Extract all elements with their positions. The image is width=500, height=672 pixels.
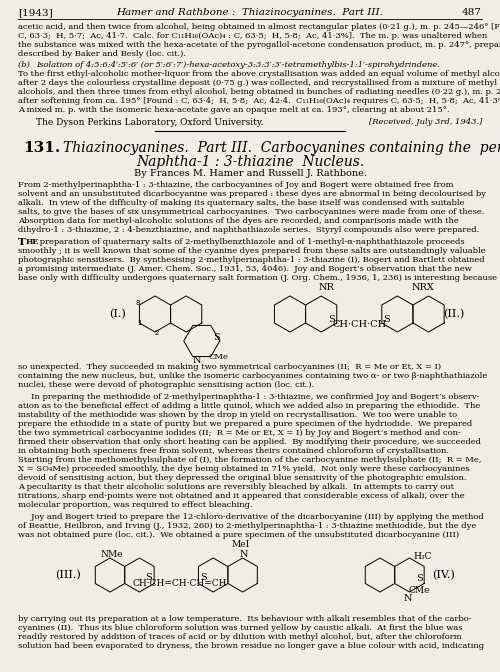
Text: N: N (192, 356, 200, 366)
Text: (I.): (I.) (110, 309, 126, 319)
Text: base only with difficulty undergoes quaternary salt formation (J. Org. Chem., 19: base only with difficulty undergoes quat… (18, 274, 497, 282)
Text: NR: NR (318, 282, 334, 292)
Text: In preparing the methiodide of 2-methylperinaphtha-1 : 3-thiazine, we confirmed : In preparing the methiodide of 2-methylp… (18, 393, 479, 401)
Text: 1: 1 (138, 320, 142, 326)
Text: ation as to the beneficial effect of adding a little quinol, which we added also: ation as to the beneficial effect of add… (18, 402, 480, 410)
Text: photographic sensitisers.  By synthesising 2-methylperinaphtha-1 : 3-thiazine (I: photographic sensitisers. By synthesisin… (18, 256, 484, 264)
Text: CMe: CMe (409, 586, 430, 595)
Text: Starting from the methomethylsulphate of (I), the formation of the carbocyanine : Starting from the methomethylsulphate of… (18, 456, 481, 464)
Text: prepare the ethiodide in a state of purity but we prepared a pure specimen of th: prepare the ethiodide in a state of puri… (18, 420, 472, 428)
Text: preparation of quaternary salts of 2-methylbenzthiazole and of 1-methyl-α-naphth: preparation of quaternary salts of 2-met… (37, 238, 465, 246)
Text: To the first ethyl-alcoholic mother-liquor from the above crystallisation was ad: To the first ethyl-alcoholic mother-liqu… (18, 70, 500, 78)
Text: (III.): (III.) (55, 570, 81, 580)
Text: A peculiarity is that their alcoholic solutions are reversibly bleached by alkal: A peculiarity is that their alcoholic so… (18, 483, 454, 491)
Text: MeI: MeI (232, 540, 250, 549)
Text: T: T (18, 238, 26, 247)
Text: [1943]: [1943] (18, 8, 53, 17)
Text: From 2-methylperinaphtha-1 : 3-thiazine, the carbocyanines of Joy and Bogert wer: From 2-methylperinaphtha-1 : 3-thiazine,… (18, 181, 454, 189)
Text: S: S (328, 315, 336, 324)
Text: The Dyson Perkins Laboratory, Oxford University.: The Dyson Perkins Laboratory, Oxford Uni… (36, 118, 264, 127)
Text: CH·CH=CH·CH=CH: CH·CH=CH·CH=CH (133, 579, 228, 588)
Text: Thiazinocyanines.  Part III.  Carbocyanines containing the  peri-: Thiazinocyanines. Part III. Carbocyanine… (63, 141, 500, 155)
Text: CMe: CMe (208, 353, 228, 362)
Text: S: S (200, 573, 207, 582)
Text: the two symmetrical carbocyanine iodides (II;  R = Me or Et, X = I) by Joy and B: the two symmetrical carbocyanine iodides… (18, 429, 461, 437)
Text: [Received, July 3rd, 1943.]: [Received, July 3rd, 1943.] (368, 118, 482, 126)
Text: the substance was mixed with the hexa-acetate of the pyrogallol-acetone condensa: the substance was mixed with the hexa-ac… (18, 41, 500, 49)
Text: after 2 days the colourless crystalline deposit (0·75 g.) was collected, and rec: after 2 days the colourless crystalline … (18, 79, 500, 87)
Text: 8: 8 (136, 300, 140, 306)
Text: nuclei, these were devoid of photographic sensitising action (loc. cit.).: nuclei, these were devoid of photographi… (18, 381, 314, 389)
Text: readily restored by addition of traces of acid or by dilution with methyl alcoho: readily restored by addition of traces o… (18, 633, 462, 641)
Text: Joy and Bogert tried to prepare the 12-chloro-derivative of the dicarbocyanine (: Joy and Bogert tried to prepare the 12-c… (18, 513, 484, 521)
Text: HE: HE (26, 238, 39, 246)
Text: By Frances M. Hamer and Russell J. Rathbone.: By Frances M. Hamer and Russell J. Rathb… (134, 169, 366, 178)
Text: 2: 2 (154, 330, 159, 336)
Text: S: S (146, 573, 152, 582)
Text: N: N (404, 594, 412, 603)
Text: H₃C: H₃C (414, 552, 432, 561)
Text: smoothly ; it is well known that some of the cyanine dyes prepared from these sa: smoothly ; it is well known that some of… (18, 247, 485, 255)
Text: solvent and an unsubstituted dicarbocyanine was prepared : these dyes are abnorm: solvent and an unsubstituted dicarbocyan… (18, 190, 486, 198)
Text: was not obtained pure (loc. cit.).  We obtained a pure specimen of the unsubstit: was not obtained pure (loc. cit.). We ob… (18, 531, 459, 539)
Text: NMe: NMe (100, 550, 123, 559)
Text: in obtaining both specimens free from solvent, whereas theirs contained chlorofo: in obtaining both specimens free from so… (18, 447, 449, 455)
Text: by carrying out its preparation at a low temperature.  Its behaviour with alkali: by carrying out its preparation at a low… (18, 615, 471, 623)
Text: alcohols, and then three times from ethyl alcohol, being obtained in bunches of : alcohols, and then three times from ethy… (18, 88, 500, 96)
Text: titrations, sharp end-points were not obtained and it appeared that considerable: titrations, sharp end-points were not ob… (18, 492, 464, 500)
Text: S: S (213, 333, 220, 342)
Text: 131.: 131. (23, 141, 60, 155)
Text: devoid of sensitising action, but they depressed the original blue sensitivity o: devoid of sensitising action, but they d… (18, 474, 466, 482)
Text: Hamer and Rathbone :  Thiazinocyanines.  Part III.: Hamer and Rathbone : Thiazinocyanines. P… (116, 8, 384, 17)
Text: (II.): (II.) (443, 309, 464, 319)
Text: described by Baker and Besly (loc. cit.).: described by Baker and Besly (loc. cit.)… (18, 50, 186, 58)
Text: S: S (383, 315, 390, 324)
Text: (b): (b) (18, 61, 34, 69)
Text: 487: 487 (462, 8, 482, 17)
Text: Naphtha-1 : 3-thiazine  Nucleus.: Naphtha-1 : 3-thiazine Nucleus. (136, 155, 364, 169)
Text: A mixed m. p. with the isomeric hexa-acetate gave an opaque melt at ca. 193°, cl: A mixed m. p. with the isomeric hexa-ace… (18, 106, 450, 114)
Text: C, 63·3;  H, 5·7;  Ac, 41·7.  Calc. for C₁₁H₁₆(OAc)₄ : C, 63·5;  H, 5·8;  Ac, 41: C, 63·3; H, 5·7; Ac, 41·7. Calc. for C₁₁… (18, 32, 487, 40)
Text: solution had been evaporated to dryness, the brown residue no longer gave a blue: solution had been evaporated to dryness,… (18, 642, 484, 650)
Text: X = SO₄Me) proceeded smoothly, the dye being obtained in 71% yield.  Not only we: X = SO₄Me) proceeded smoothly, the dye b… (18, 465, 469, 473)
Text: salts, to give the bases of six unsymmetrical carbocyanines.  Two carbocyanines : salts, to give the bases of six unsymmet… (18, 208, 484, 216)
Text: firmed their observation that only short heating can be applied.  By modifying t: firmed their observation that only short… (18, 438, 481, 446)
Text: a promising intermediate (J. Amer. Chem. Soc., 1931, 53, 4046).  Joy and Bogert’: a promising intermediate (J. Amer. Chem.… (18, 265, 472, 273)
Text: molecular proportion, was required to effect bleaching.: molecular proportion, was required to ef… (18, 501, 252, 509)
Text: of Beattie, Heilbron, and Irving (J., 1932, 260) to 2-methylperinaphtha-1 : 3-th: of Beattie, Heilbron, and Irving (J., 19… (18, 522, 476, 530)
Text: NRX: NRX (412, 282, 434, 292)
Text: S: S (416, 574, 423, 583)
Text: acetic acid, and then twice from alcohol, being obtained in almost rectangular p: acetic acid, and then twice from alcohol… (18, 23, 500, 31)
Text: so unexpected.  They succeeded in making two symmetrical carbocyanines (II;  R =: so unexpected. They succeeded in making … (18, 363, 441, 371)
Text: containing the new nucleus, but, unlike the isomeric carbocyanines containing tw: containing the new nucleus, but, unlike … (18, 372, 487, 380)
Text: N: N (240, 550, 248, 559)
Text: dihydro-1 : 3-thiazine, 2 : 4-benzthiazine, and naphthathiazole series.  Styryl : dihydro-1 : 3-thiazine, 2 : 4-benzthiazi… (18, 226, 479, 234)
Text: alkali.  In view of the difficulty of making its quaternary salts, the base itse: alkali. In view of the difficulty of mak… (18, 199, 464, 207)
Text: cyanines (II).  Thus its blue chloroform solution was turned yellow by caustic a: cyanines (II). Thus its blue chloroform … (18, 624, 462, 632)
Text: after softening from ca. 195° [Found : C, 63·4;  H, 5·8;  Ac, 42·4.  C₁₁H₁₆(OAc): after softening from ca. 195° [Found : C… (18, 97, 500, 105)
Text: Absorption data for methyl-alcoholic solutions of the dyes are recorded, and com: Absorption data for methyl-alcoholic sol… (18, 217, 459, 225)
Text: CH·CH·CH: CH·CH·CH (332, 321, 386, 329)
Text: Isolation of 4:5:6:4′:5′:6′ (or 5′:6′:7′)-hexa-acetoxy-3:3:3′:3′-tetramethylbis-: Isolation of 4:5:6:4′:5′:6′ (or 5′:6′:7′… (36, 61, 440, 69)
Text: instability of the methiodide was shown by the drop in yield on recrystallisatio: instability of the methiodide was shown … (18, 411, 457, 419)
Text: (IV.): (IV.) (432, 570, 455, 580)
